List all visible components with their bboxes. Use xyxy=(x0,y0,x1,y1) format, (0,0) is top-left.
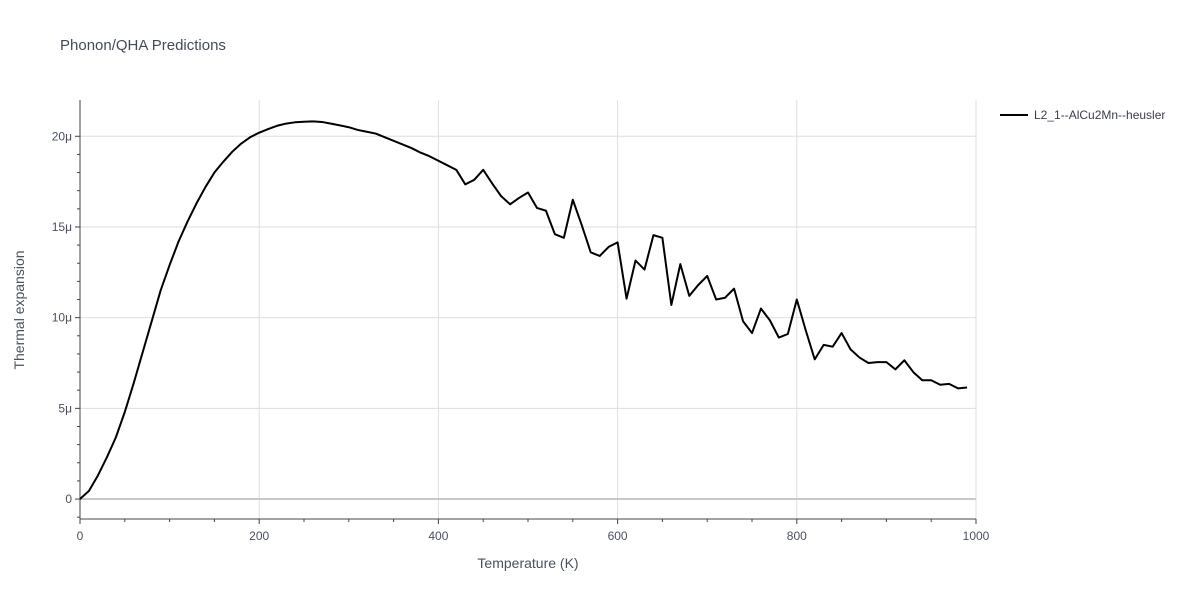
x-tick-label: 1000 xyxy=(963,529,990,543)
y-tick-label: 0 xyxy=(65,492,72,506)
x-tick-label: 200 xyxy=(249,529,269,543)
x-tick-label: 400 xyxy=(428,529,448,543)
grid-lines xyxy=(80,100,977,519)
axes xyxy=(79,100,976,520)
x-tick-label: 800 xyxy=(787,529,807,543)
y-tick-label: 20μ xyxy=(52,129,72,143)
series-line-0 xyxy=(79,120,968,500)
y-axis-title: Thermal expansion xyxy=(11,250,27,369)
x-tick-label: 0 xyxy=(77,529,84,543)
x-axis-ticks: 0 200 400 600 800 1000 xyxy=(77,519,990,543)
legend[interactable]: L2_1--AlCu2Mn--heusler xyxy=(1000,108,1165,122)
series-layer xyxy=(79,120,968,500)
y-tick-label: 5μ xyxy=(58,401,72,415)
x-axis-title: Temperature (K) xyxy=(477,555,578,571)
chart-title: Phonon/QHA Predictions xyxy=(60,37,226,54)
y-tick-label: 10μ xyxy=(52,311,72,325)
legend-label: L2_1--AlCu2Mn--heusler xyxy=(1034,108,1165,122)
x-tick-label: 600 xyxy=(608,529,628,543)
y-tick-label: 15μ xyxy=(52,220,72,234)
y-axis-ticks: 0 5μ 10μ 15μ 20μ xyxy=(52,129,80,518)
